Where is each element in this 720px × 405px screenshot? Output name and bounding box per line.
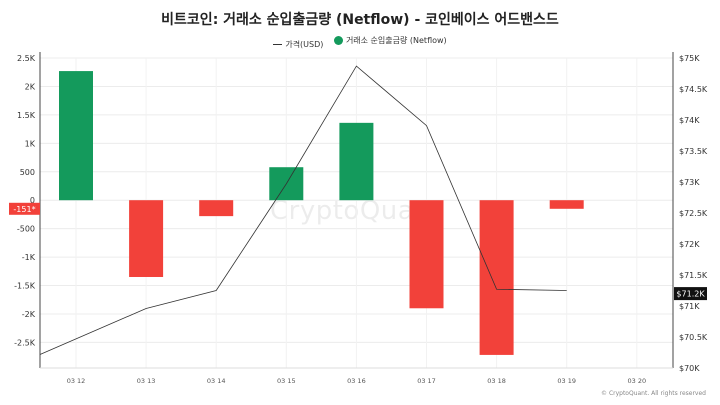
legend-line-swatch [273,44,283,45]
right-tick-label: $71K [679,302,700,311]
legend-label-netflow: 거래소 순입출금량 (Netflow) [345,36,447,45]
chart-legend: 가격(USD) 거래소 순입출금량 (Netflow) [0,35,720,50]
x-tick-label: 03 13 [137,377,156,385]
left-tick-label: -500 [17,225,35,234]
legend-label-price: 가격(USD) [285,40,324,49]
x-tick-label: 03 17 [417,377,436,385]
left-tick-label: 1K [25,139,36,148]
current-netflow-label: -151* [13,205,35,214]
netflow-bar [59,71,93,201]
left-tick-label: 0 [30,196,35,205]
netflow-bar [549,200,584,209]
current-netflow-badge [9,202,40,215]
right-tick-label: $74K [679,116,700,125]
netflow-bar [129,200,164,277]
right-tick-label: $70.5K [679,333,708,342]
netflow-bar [339,122,374,201]
left-tick-label: 1.5K [17,111,36,120]
left-tick-label: -2.5K [14,338,36,347]
x-tick-label: 03 12 [67,377,86,385]
chart-title: 비트코인: 거래소 순입출금량 (Netflow) - 코인베이스 어드밴스드 [161,12,559,28]
legend-item-netflow[interactable]: 거래소 순입출금량 (Netflow) [333,35,447,46]
copyright-text: © CryptoQuant. All rights reserved [601,390,706,397]
right-tick-label: $70K [679,364,700,373]
legend-item-price[interactable]: 가격(USD) [273,39,323,50]
x-tick-label: 03 16 [347,377,366,385]
legend-dot-swatch [333,36,343,45]
x-tick-label: 03 20 [627,377,646,385]
right-tick-label: $73K [679,178,700,187]
right-tick-label: $74.5K [679,85,708,94]
current-price-badge [674,287,707,301]
left-tick-label: -2K [22,310,36,319]
netflow-bar [479,200,514,355]
netflow-bar [199,200,234,217]
right-tick-label: $72K [679,240,700,249]
left-tick-label: -1K [22,253,36,262]
netflow-bar [409,200,444,309]
left-tick-label: -1.5K [14,282,36,291]
price-line [39,65,567,355]
right-tick-label: $71.5K [679,271,708,280]
x-tick-label: 03 19 [557,377,576,385]
left-tick-label: 2.5K [17,54,36,63]
right-tick-label: $75K [679,54,700,63]
current-price-label: $71.2K [676,290,705,299]
right-tick-label: $73.5K [679,147,708,156]
left-tick-label: 2K [25,82,36,91]
x-tick-label: 03 15 [277,377,296,385]
x-tick-label: 03 14 [207,377,226,385]
x-tick-label: 03 18 [487,377,506,385]
left-tick-label: 500 [20,168,35,177]
right-tick-label: $72.5K [679,209,708,218]
